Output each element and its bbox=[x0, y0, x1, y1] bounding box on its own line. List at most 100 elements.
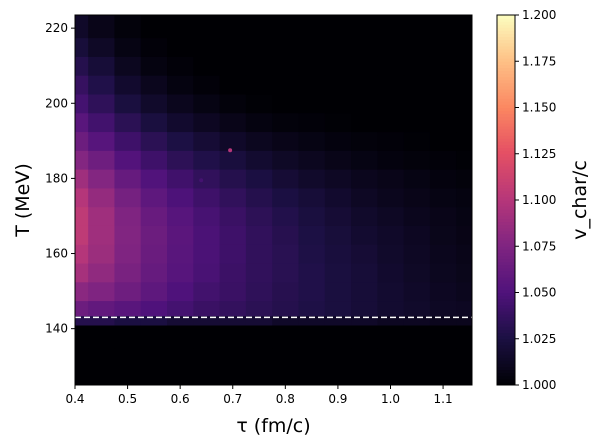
heatmap-cell bbox=[245, 324, 273, 349]
heatmap-cell bbox=[403, 37, 431, 57]
heatmap-cell bbox=[324, 244, 352, 264]
heatmap-cell bbox=[456, 315, 472, 326]
heatmap-cell bbox=[219, 315, 247, 326]
colorbar-segment bbox=[497, 354, 515, 358]
heatmap-cell bbox=[245, 244, 273, 264]
colorbar-segment bbox=[497, 193, 515, 198]
colorbar-segment bbox=[497, 224, 515, 229]
heatmap-cell bbox=[114, 262, 142, 283]
heatmap-cell bbox=[298, 93, 326, 114]
colorbar-segment bbox=[497, 252, 515, 256]
heatmap-cell bbox=[351, 75, 378, 95]
heatmap-cell bbox=[114, 15, 142, 39]
heatmap-cell bbox=[219, 225, 247, 245]
heatmap-cell bbox=[351, 169, 378, 189]
heatmap-cell bbox=[272, 315, 300, 326]
heatmap-cell bbox=[167, 225, 194, 245]
heatmap-cell bbox=[167, 324, 194, 349]
heatmap-cell bbox=[377, 187, 405, 208]
heatmap-cell bbox=[193, 37, 221, 57]
heatmap-cell bbox=[377, 324, 405, 349]
heatmap-cell bbox=[403, 281, 431, 302]
heatmap-cell bbox=[219, 37, 247, 57]
heatmap-cell bbox=[193, 300, 221, 317]
heatmap-cell bbox=[193, 131, 221, 151]
heatmap-cell bbox=[75, 347, 89, 385]
heatmap-cell bbox=[403, 93, 431, 114]
colorbar-segment bbox=[497, 200, 515, 204]
colorbar-segment bbox=[497, 326, 515, 330]
heatmap-cell bbox=[167, 112, 194, 133]
heatmap-cell bbox=[140, 187, 168, 208]
heatmap-cell bbox=[456, 150, 472, 170]
x-tick-label: 1.0 bbox=[381, 392, 400, 406]
heatmap-cell bbox=[298, 225, 326, 245]
heatmap-cell bbox=[298, 244, 326, 264]
heatmap-cell bbox=[75, 281, 89, 302]
heatmap-cell bbox=[403, 187, 431, 208]
heatmap-cell bbox=[245, 150, 273, 170]
colorbar-segment bbox=[497, 181, 515, 186]
colorbar-segment bbox=[497, 110, 515, 115]
heatmap-cell bbox=[429, 225, 457, 245]
heatmap-cell bbox=[324, 225, 352, 245]
heatmap-cell bbox=[456, 262, 472, 283]
heatmap-cell bbox=[403, 75, 431, 95]
colorbar-segment bbox=[497, 116, 515, 121]
heatmap-cell bbox=[75, 206, 89, 226]
heatmap-cell bbox=[140, 281, 168, 302]
colorbar-segment bbox=[497, 230, 515, 235]
colorbar-tick-label: 1.050 bbox=[522, 286, 556, 300]
heatmap-cell bbox=[403, 169, 431, 189]
heatmap-cell bbox=[298, 56, 326, 76]
heatmap-cell bbox=[351, 347, 378, 385]
heatmap-cell bbox=[429, 15, 457, 39]
heatmap-cell bbox=[429, 131, 457, 151]
colorbar-segment bbox=[497, 101, 515, 105]
heatmap-cell bbox=[377, 112, 405, 133]
y-tick-label: 140 bbox=[45, 322, 68, 336]
heatmap-cell bbox=[403, 206, 431, 226]
colorbar-tick-label: 1.025 bbox=[522, 332, 556, 346]
colorbar-segment bbox=[497, 335, 515, 340]
heatmap-cell bbox=[272, 347, 300, 385]
heatmap-cell bbox=[193, 281, 221, 302]
heatmap-cell bbox=[219, 206, 247, 226]
heatmap-cell bbox=[88, 75, 116, 95]
colorbar-segment bbox=[497, 27, 515, 31]
colorbar-segment bbox=[497, 61, 515, 65]
colorbar-segment bbox=[497, 113, 515, 118]
heatmap-cell bbox=[193, 244, 221, 264]
colorbar-segment bbox=[497, 375, 515, 380]
colorbar-segment bbox=[497, 301, 515, 306]
colorbar-segment bbox=[497, 48, 515, 53]
colorbar-segment bbox=[497, 55, 515, 59]
heatmap-cell bbox=[456, 187, 472, 208]
heatmap-cell bbox=[75, 169, 89, 189]
colorbar-segment bbox=[497, 79, 515, 84]
colorbar-segment bbox=[497, 33, 515, 38]
colorbar-segment bbox=[497, 132, 515, 136]
colorbar-segment bbox=[497, 172, 515, 176]
colorbar-tick-label: 1.075 bbox=[522, 239, 556, 253]
colorbar-segment bbox=[497, 283, 515, 287]
heatmap-cell bbox=[272, 169, 300, 189]
colorbar-segment bbox=[497, 215, 515, 219]
heatmap-cell bbox=[298, 15, 326, 39]
heatmap-cell bbox=[167, 150, 194, 170]
heatmap-cell bbox=[75, 225, 89, 245]
heatmap-cell bbox=[272, 300, 300, 317]
colorbar-segment bbox=[497, 320, 515, 324]
heatmap-cell bbox=[456, 225, 472, 245]
colorbar-segment bbox=[497, 311, 515, 315]
colorbar-segment bbox=[497, 351, 515, 355]
colorbar-segment bbox=[497, 73, 515, 78]
heatmap-cell bbox=[75, 324, 89, 349]
y-tick-label: 200 bbox=[45, 96, 68, 110]
colorbar-segment bbox=[497, 64, 515, 68]
colorbar-segment bbox=[497, 298, 515, 303]
heatmap-cell bbox=[298, 150, 326, 170]
colorbar-segment bbox=[497, 70, 515, 75]
heatmap-cell bbox=[140, 244, 168, 264]
